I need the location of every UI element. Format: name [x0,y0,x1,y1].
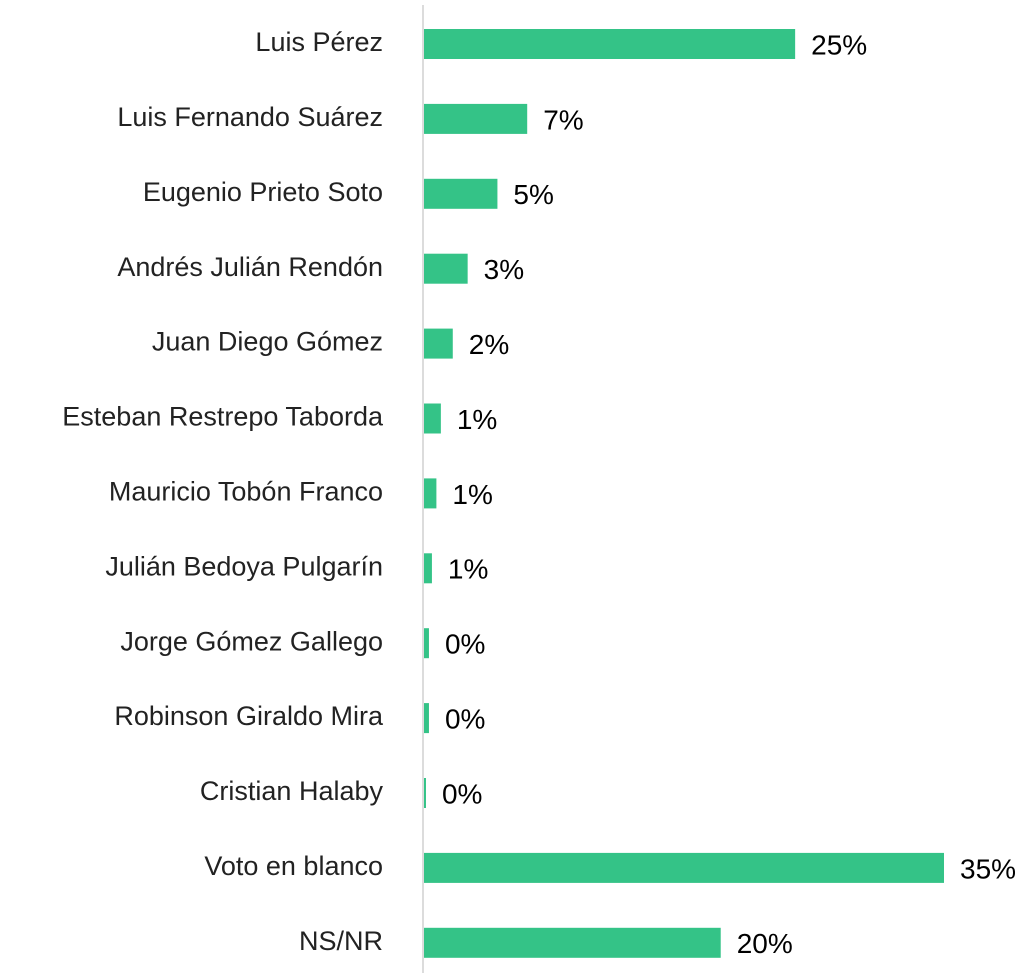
category-label: Voto en blanco [204,851,383,881]
bar [424,253,468,284]
category-label: Juan Diego Gómez [152,327,383,357]
value-label: 0% [445,703,485,734]
bar [424,328,453,359]
bar [424,703,429,734]
bar [424,29,796,59]
value-label: 20% [737,928,793,959]
bar [424,553,432,584]
category-label: Andrés Julián Rendón [117,252,383,282]
value-label: 25% [811,29,867,60]
bar [424,403,441,434]
category-label: Eugenio Prieto Soto [143,177,383,207]
bar [424,103,528,134]
category-label: Robinson Giraldo Mira [114,701,384,731]
category-label: NS/NR [299,926,383,956]
value-label: 3% [484,254,524,285]
value-label: 2% [469,329,509,360]
value-label: 5% [513,179,553,210]
category-label: Mauricio Tobón Franco [109,477,383,507]
bar [424,478,437,509]
bar [424,628,429,659]
category-label: Cristian Halaby [200,776,384,806]
bar [424,178,498,209]
value-label: 0% [445,629,485,660]
bar [424,927,721,958]
category-label: Julián Bedoya Pulgarín [105,551,383,581]
value-label: 7% [543,104,583,135]
bar [424,852,944,883]
category-label: Luis Pérez [255,27,383,57]
value-label: 35% [960,853,1016,884]
value-label: 0% [442,778,482,809]
category-label: Luis Fernando Suárez [117,102,383,132]
category-label: Jorge Gómez Gallego [120,626,383,656]
bar [424,778,426,808]
value-label: 1% [457,404,497,435]
value-label: 1% [448,554,488,585]
value-label: 1% [452,479,492,510]
category-label: Esteban Restrepo Taborda [62,402,384,432]
